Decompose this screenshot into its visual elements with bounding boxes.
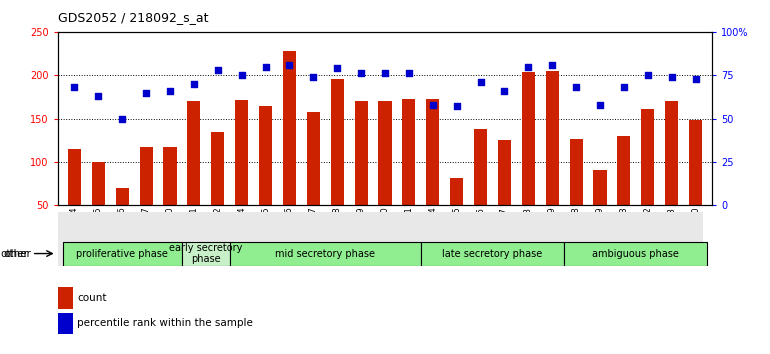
Point bbox=[379, 71, 391, 76]
Point bbox=[212, 67, 224, 73]
Bar bbox=[182, 241, 229, 266]
Bar bbox=[402, 99, 416, 205]
Text: GDS2052 / 218092_s_at: GDS2052 / 218092_s_at bbox=[58, 11, 208, 24]
Bar bbox=[187, 101, 200, 205]
Bar bbox=[474, 129, 487, 205]
Bar bbox=[522, 72, 535, 205]
Point bbox=[546, 62, 558, 68]
Bar bbox=[378, 101, 392, 205]
Point bbox=[641, 73, 654, 78]
Point bbox=[474, 79, 487, 85]
Text: percentile rank within the sample: percentile rank within the sample bbox=[77, 318, 253, 329]
Bar bbox=[92, 162, 105, 205]
Bar bbox=[618, 136, 631, 205]
Bar bbox=[498, 140, 511, 205]
Bar bbox=[283, 51, 296, 205]
Bar bbox=[68, 149, 81, 205]
Bar bbox=[450, 178, 464, 205]
Bar bbox=[163, 147, 176, 205]
Point bbox=[689, 76, 701, 81]
Point bbox=[403, 71, 415, 76]
Bar bbox=[235, 99, 248, 205]
Bar bbox=[330, 79, 343, 205]
Bar bbox=[570, 138, 583, 205]
Point bbox=[188, 81, 200, 87]
Bar bbox=[689, 120, 702, 205]
Bar bbox=[229, 241, 421, 266]
Bar bbox=[139, 147, 152, 205]
Point bbox=[594, 102, 606, 108]
Point bbox=[618, 85, 630, 90]
Bar bbox=[116, 188, 129, 205]
Point bbox=[570, 85, 582, 90]
Bar bbox=[546, 71, 559, 205]
Bar bbox=[354, 101, 368, 205]
Point bbox=[522, 64, 534, 69]
Text: other: other bbox=[3, 249, 31, 258]
Point bbox=[331, 65, 343, 71]
Point bbox=[140, 90, 152, 96]
Bar bbox=[665, 101, 678, 205]
Text: late secretory phase: late secretory phase bbox=[443, 249, 543, 258]
Point bbox=[259, 64, 272, 69]
Point bbox=[665, 74, 678, 80]
Bar bbox=[564, 241, 708, 266]
Text: mid secretory phase: mid secretory phase bbox=[276, 249, 375, 258]
Text: ambiguous phase: ambiguous phase bbox=[592, 249, 679, 258]
Bar bbox=[306, 112, 320, 205]
Bar bbox=[62, 241, 182, 266]
Text: other: other bbox=[1, 249, 28, 258]
Bar bbox=[58, 313, 73, 334]
Point bbox=[116, 116, 129, 121]
Point bbox=[92, 93, 105, 99]
Point bbox=[427, 102, 439, 108]
Point bbox=[69, 85, 81, 90]
Bar bbox=[421, 241, 564, 266]
Point bbox=[450, 104, 463, 109]
Bar bbox=[58, 287, 73, 309]
Point bbox=[236, 73, 248, 78]
Text: early secretory
phase: early secretory phase bbox=[169, 243, 243, 264]
Point bbox=[283, 62, 296, 68]
Bar bbox=[641, 109, 654, 205]
Text: count: count bbox=[77, 293, 107, 303]
Bar bbox=[427, 99, 440, 205]
Point bbox=[307, 74, 320, 80]
Point bbox=[355, 71, 367, 76]
Point bbox=[498, 88, 511, 94]
Bar bbox=[211, 132, 224, 205]
Bar bbox=[594, 170, 607, 205]
Bar bbox=[259, 105, 272, 205]
Point bbox=[164, 88, 176, 94]
Text: proliferative phase: proliferative phase bbox=[76, 249, 168, 258]
